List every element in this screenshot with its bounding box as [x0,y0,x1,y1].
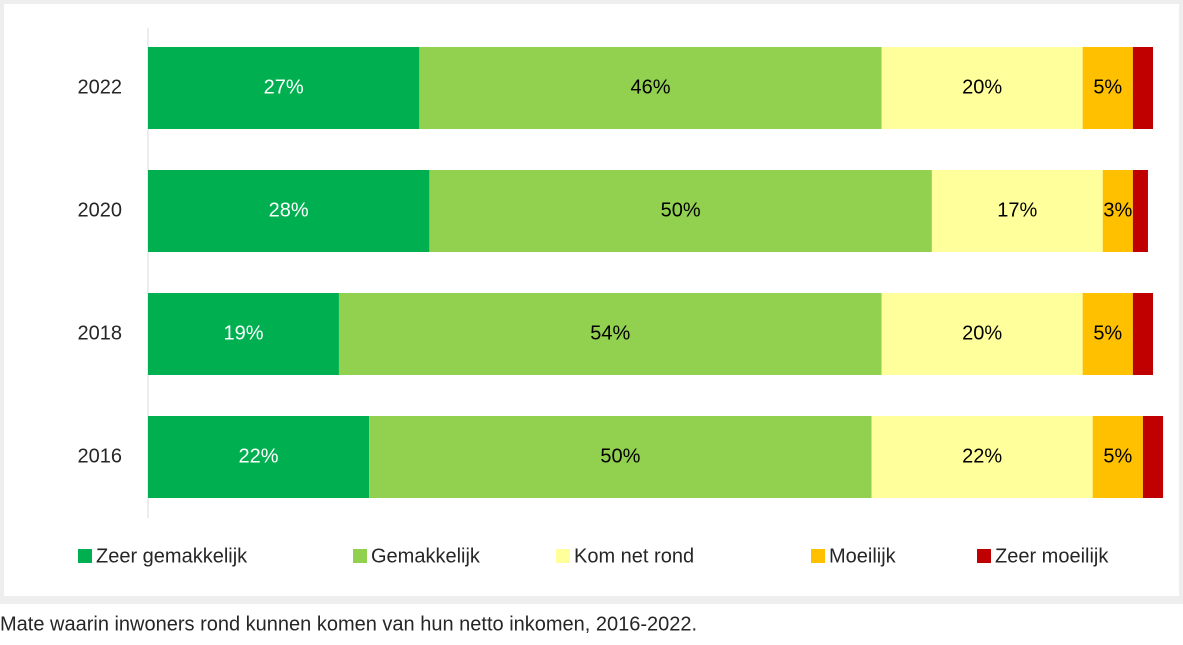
legend-label: Gemakkelijk [371,545,481,567]
data-label: 3% [1103,199,1132,221]
bar-segment [369,416,872,498]
legend-label: Moeilijk [829,545,897,567]
data-label: 20% [962,76,1002,98]
bar-segment [419,47,882,129]
y-tick-label: 2016 [78,445,123,467]
bar-segment [148,170,430,252]
y-tick-label: 2020 [78,199,123,221]
data-label: 50% [600,445,640,467]
data-label: 5% [1103,445,1132,467]
data-label: 54% [590,322,630,344]
bar-segment [1082,47,1133,129]
bar-segment [871,416,1093,498]
bar-segment [1142,416,1164,498]
data-label: 22% [239,445,279,467]
legend-swatch [977,549,991,563]
bar-segment [1102,170,1133,252]
legend-swatch [811,549,825,563]
bar-segment [881,293,1083,375]
bar-segment [338,293,882,375]
bar-segment [931,170,1103,252]
legend-label: Kom net rond [574,545,694,567]
bar-segment [429,170,932,252]
bar-segment [881,47,1083,129]
bar-segment [1132,293,1153,375]
bar-segment [148,416,370,498]
legend-label: Zeer moeilijk [995,545,1109,567]
y-tick-label: 2022 [78,76,123,98]
bar-segment [1132,170,1148,252]
data-label: 22% [962,445,1002,467]
caption: Mate waarin inwoners rond kunnen komen v… [0,613,697,635]
data-label: 46% [630,76,670,98]
data-label: 5% [1093,322,1122,344]
legend-swatch [78,549,92,563]
bar-segment [1092,416,1143,498]
bar-segment [1082,293,1133,375]
y-tick-label: 2018 [78,322,123,344]
bar-segment [1132,47,1153,129]
data-label: 50% [661,199,701,221]
legend-swatch [353,549,367,563]
data-label: 5% [1093,76,1122,98]
data-label: 28% [269,199,309,221]
data-label: 17% [997,199,1037,221]
bar-segment [148,47,420,129]
legend-label: Zeer gemakkelijk [96,545,248,567]
data-label: 19% [223,322,263,344]
data-label: 27% [264,76,304,98]
data-label: 20% [962,322,1002,344]
bar-segment [148,293,339,375]
legend-swatch [556,549,570,563]
